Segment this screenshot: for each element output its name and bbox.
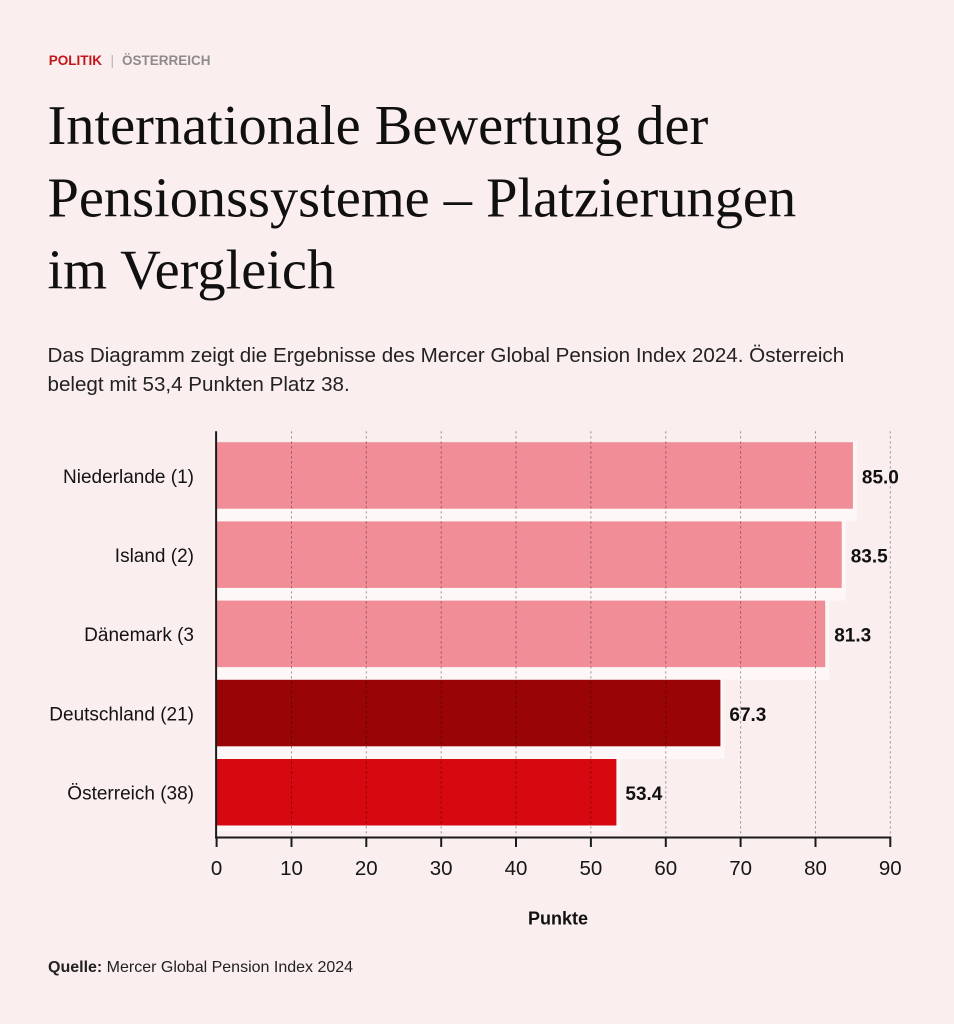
svg-text:POLITIK: POLITIK bbox=[49, 53, 102, 68]
svg-text:50: 50 bbox=[579, 857, 602, 880]
svg-text:80: 80 bbox=[804, 857, 827, 880]
svg-text:81.3: 81.3 bbox=[834, 626, 871, 647]
svg-text:|: | bbox=[111, 53, 115, 68]
svg-text:belegt mit 53,4 Punkten Platz: belegt mit 53,4 Punkten Platz 38. bbox=[48, 373, 350, 396]
svg-text:0: 0 bbox=[211, 857, 222, 880]
svg-text:ÖSTERREICH: ÖSTERREICH bbox=[122, 53, 211, 68]
svg-text:im Vergleich: im Vergleich bbox=[48, 240, 336, 302]
svg-text:70: 70 bbox=[729, 857, 752, 880]
svg-text:Quelle: Mercer Global Pension: Quelle: Mercer Global Pension Index 2024 bbox=[48, 959, 353, 976]
svg-text:83.5: 83.5 bbox=[851, 547, 888, 568]
svg-text:53.4: 53.4 bbox=[625, 784, 662, 805]
svg-text:85.0: 85.0 bbox=[862, 467, 899, 488]
svg-text:Deutschland (21): Deutschland (21) bbox=[49, 704, 194, 725]
svg-text:Pensionssysteme – Platzierunge: Pensionssysteme – Platzierungen bbox=[48, 167, 797, 229]
svg-text:10: 10 bbox=[280, 857, 303, 880]
svg-text:Niederlande (1): Niederlande (1) bbox=[63, 467, 194, 488]
svg-text:60: 60 bbox=[654, 857, 677, 880]
svg-text:67.3: 67.3 bbox=[729, 705, 766, 726]
svg-text:Island (2): Island (2) bbox=[115, 546, 194, 567]
svg-text:20: 20 bbox=[355, 857, 378, 880]
svg-text:40: 40 bbox=[505, 857, 528, 880]
svg-text:Punkte: Punkte bbox=[528, 908, 588, 928]
svg-text:30: 30 bbox=[430, 857, 453, 880]
svg-text:Dänemark (3: Dänemark (3 bbox=[84, 625, 194, 646]
svg-text:Österreich (38): Österreich (38) bbox=[67, 784, 194, 805]
svg-text:Internationale Bewertung der: Internationale Bewertung der bbox=[48, 95, 709, 157]
svg-text:90: 90 bbox=[879, 857, 902, 880]
svg-text:Das Diagramm zeigt die Ergebni: Das Diagramm zeigt die Ergebnisse des Me… bbox=[48, 344, 845, 367]
